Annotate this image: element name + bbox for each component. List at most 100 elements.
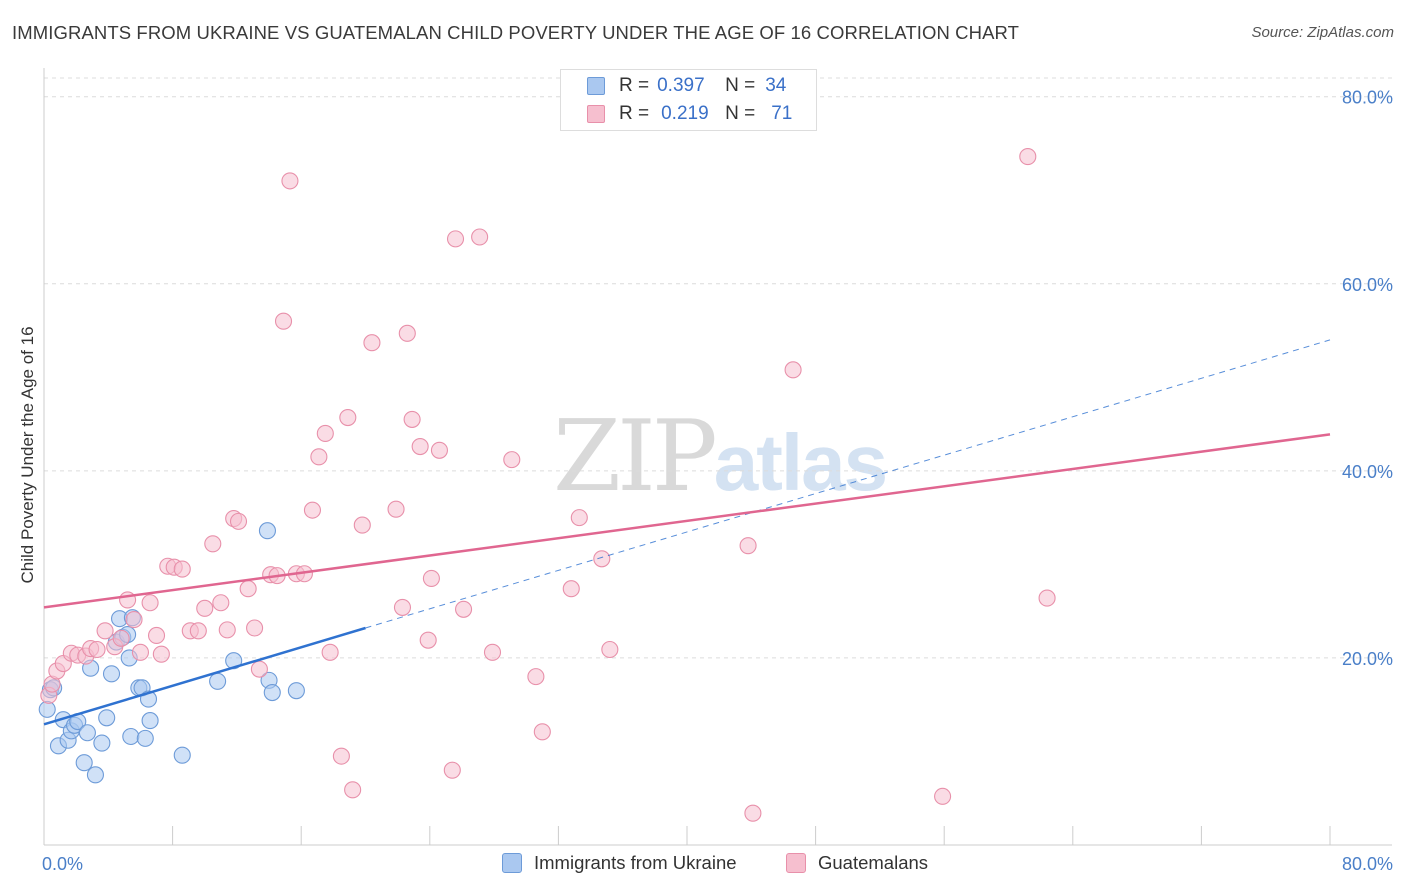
guatemalans-point bbox=[196, 599, 214, 617]
guatemalans-point bbox=[593, 550, 611, 568]
guatemalans-point bbox=[218, 621, 236, 639]
legend-n-label: N = bbox=[725, 75, 756, 96]
guatemalans-point bbox=[353, 516, 371, 534]
guatemalans-point bbox=[503, 451, 521, 469]
guatemalans-trend-line bbox=[43, 433, 1331, 609]
y-axis-label: Child Poverty Under the Age of 16 bbox=[18, 326, 37, 584]
ukraine-point bbox=[75, 754, 93, 772]
guatemalans-point bbox=[246, 619, 264, 637]
ukraine-point bbox=[263, 683, 281, 702]
ukraine-point bbox=[78, 724, 96, 742]
legend-swatch-pink bbox=[587, 105, 605, 123]
guatemalans-point bbox=[281, 172, 299, 190]
watermark-atlas: atlas bbox=[713, 418, 888, 507]
guatemalans-point bbox=[570, 509, 588, 527]
guatemalans-point bbox=[316, 424, 334, 442]
guatemalans-point bbox=[173, 560, 191, 578]
guatemalans-point bbox=[250, 660, 268, 678]
ukraine-trend-extension bbox=[365, 339, 1331, 629]
guatemalans-point bbox=[310, 448, 328, 466]
ukraine-point bbox=[209, 672, 227, 690]
guatemalans-point bbox=[471, 228, 489, 246]
guatemalans-point bbox=[204, 535, 222, 553]
legend-n-label: N = bbox=[725, 103, 756, 124]
legend-item-guatemalans: Guatemalans bbox=[786, 852, 928, 874]
guatemalans-point bbox=[112, 629, 130, 647]
ukraine-point bbox=[93, 734, 111, 752]
x-tick-label: 80.0% bbox=[1342, 854, 1393, 874]
guatemalans-point bbox=[229, 512, 248, 530]
legend-item-ukraine: Immigrants from Ukraine bbox=[502, 852, 737, 874]
y-tick-label: 40.0% bbox=[1342, 462, 1393, 482]
source-credit: Source: ZipAtlas.com bbox=[1251, 24, 1394, 41]
legend-swatch-blue bbox=[502, 853, 522, 873]
guatemalans-point bbox=[533, 723, 551, 741]
guatemalans-point bbox=[411, 437, 429, 456]
guatemalans-point bbox=[303, 501, 322, 519]
ukraine-point bbox=[173, 746, 191, 764]
guatemalans-point bbox=[393, 598, 412, 616]
guatemalans-point bbox=[212, 594, 230, 612]
ukraine-point bbox=[287, 682, 305, 700]
chart-title: IMMIGRANTS FROM UKRAINE VS GUATEMALAN CH… bbox=[12, 22, 1020, 43]
ukraine-point bbox=[38, 700, 56, 718]
guatemalans-point bbox=[422, 569, 440, 587]
guatemalans-point bbox=[339, 408, 357, 427]
guatemalans-point bbox=[784, 361, 802, 379]
guatemalans-point bbox=[419, 631, 437, 649]
guatemalans-point bbox=[363, 334, 381, 352]
guatemalans-point bbox=[430, 441, 448, 459]
guatemalans-point bbox=[744, 804, 762, 822]
guatemalans-point bbox=[398, 324, 416, 342]
guatemalans-point bbox=[739, 537, 757, 555]
guatemalans-point bbox=[562, 580, 580, 598]
guatemalans-point bbox=[152, 645, 170, 663]
guatemalans-point bbox=[125, 611, 143, 629]
guatemalans-point bbox=[332, 747, 350, 765]
guatemalans-point bbox=[147, 626, 166, 645]
guatemalans-point bbox=[601, 640, 619, 659]
guatemalans-point bbox=[1019, 148, 1037, 166]
correlation-legend: R = 0.397 N = 34 R = 0.219 N = 71 bbox=[560, 69, 817, 131]
legend-n-value: 34 bbox=[765, 75, 787, 96]
ukraine-point bbox=[122, 727, 140, 746]
guatemalans-point bbox=[321, 643, 339, 661]
guatemalans-point bbox=[131, 643, 149, 661]
y-tick-label: 60.0% bbox=[1342, 275, 1393, 295]
guatemalans-point bbox=[88, 640, 106, 659]
series-legend: Immigrants from Ukraine Guatemalans bbox=[0, 852, 1406, 878]
guatemalans-point bbox=[141, 594, 159, 612]
watermark-zip: ZIP bbox=[553, 400, 718, 514]
legend-row-guatemalans: R = 0.219 N = 71 bbox=[587, 102, 792, 126]
guatemalans-point bbox=[96, 622, 114, 640]
ukraine-point bbox=[102, 665, 121, 683]
legend-n-value: 71 bbox=[771, 103, 793, 124]
ukraine-point bbox=[98, 709, 116, 727]
legend-r-label: R = bbox=[619, 103, 650, 124]
guatemalans-point bbox=[189, 622, 207, 640]
ukraine-point bbox=[258, 522, 276, 540]
guatemalans-point bbox=[239, 580, 257, 598]
legend-label-ukraine: Immigrants from Ukraine bbox=[534, 852, 737, 873]
guatemalans-point bbox=[1038, 589, 1056, 607]
guatemalans-point bbox=[934, 787, 952, 805]
watermark: ZIPatlas bbox=[553, 400, 888, 514]
legend-r-label: R = bbox=[619, 75, 650, 96]
legend-r-value: 0.219 bbox=[661, 103, 709, 124]
ukraine-point bbox=[136, 729, 154, 747]
guatemalans-point bbox=[403, 410, 421, 428]
ukraine-trend-line bbox=[43, 626, 366, 726]
guatemalans-point bbox=[443, 761, 461, 779]
legend-r-value: 0.397 bbox=[657, 75, 705, 96]
guatemalans-point bbox=[446, 230, 465, 248]
guatemalans-point bbox=[527, 668, 545, 686]
guatemalans-point bbox=[274, 312, 293, 330]
legend-row-ukraine: R = 0.397 N = 34 bbox=[587, 74, 786, 98]
guatemalans-point bbox=[483, 643, 502, 661]
guatemalans-point bbox=[387, 500, 405, 518]
legend-swatch-pink bbox=[786, 853, 806, 873]
x-tick-label: 0.0% bbox=[42, 854, 83, 874]
guatemalans-point bbox=[344, 781, 362, 799]
y-tick-label: 20.0% bbox=[1342, 649, 1393, 669]
